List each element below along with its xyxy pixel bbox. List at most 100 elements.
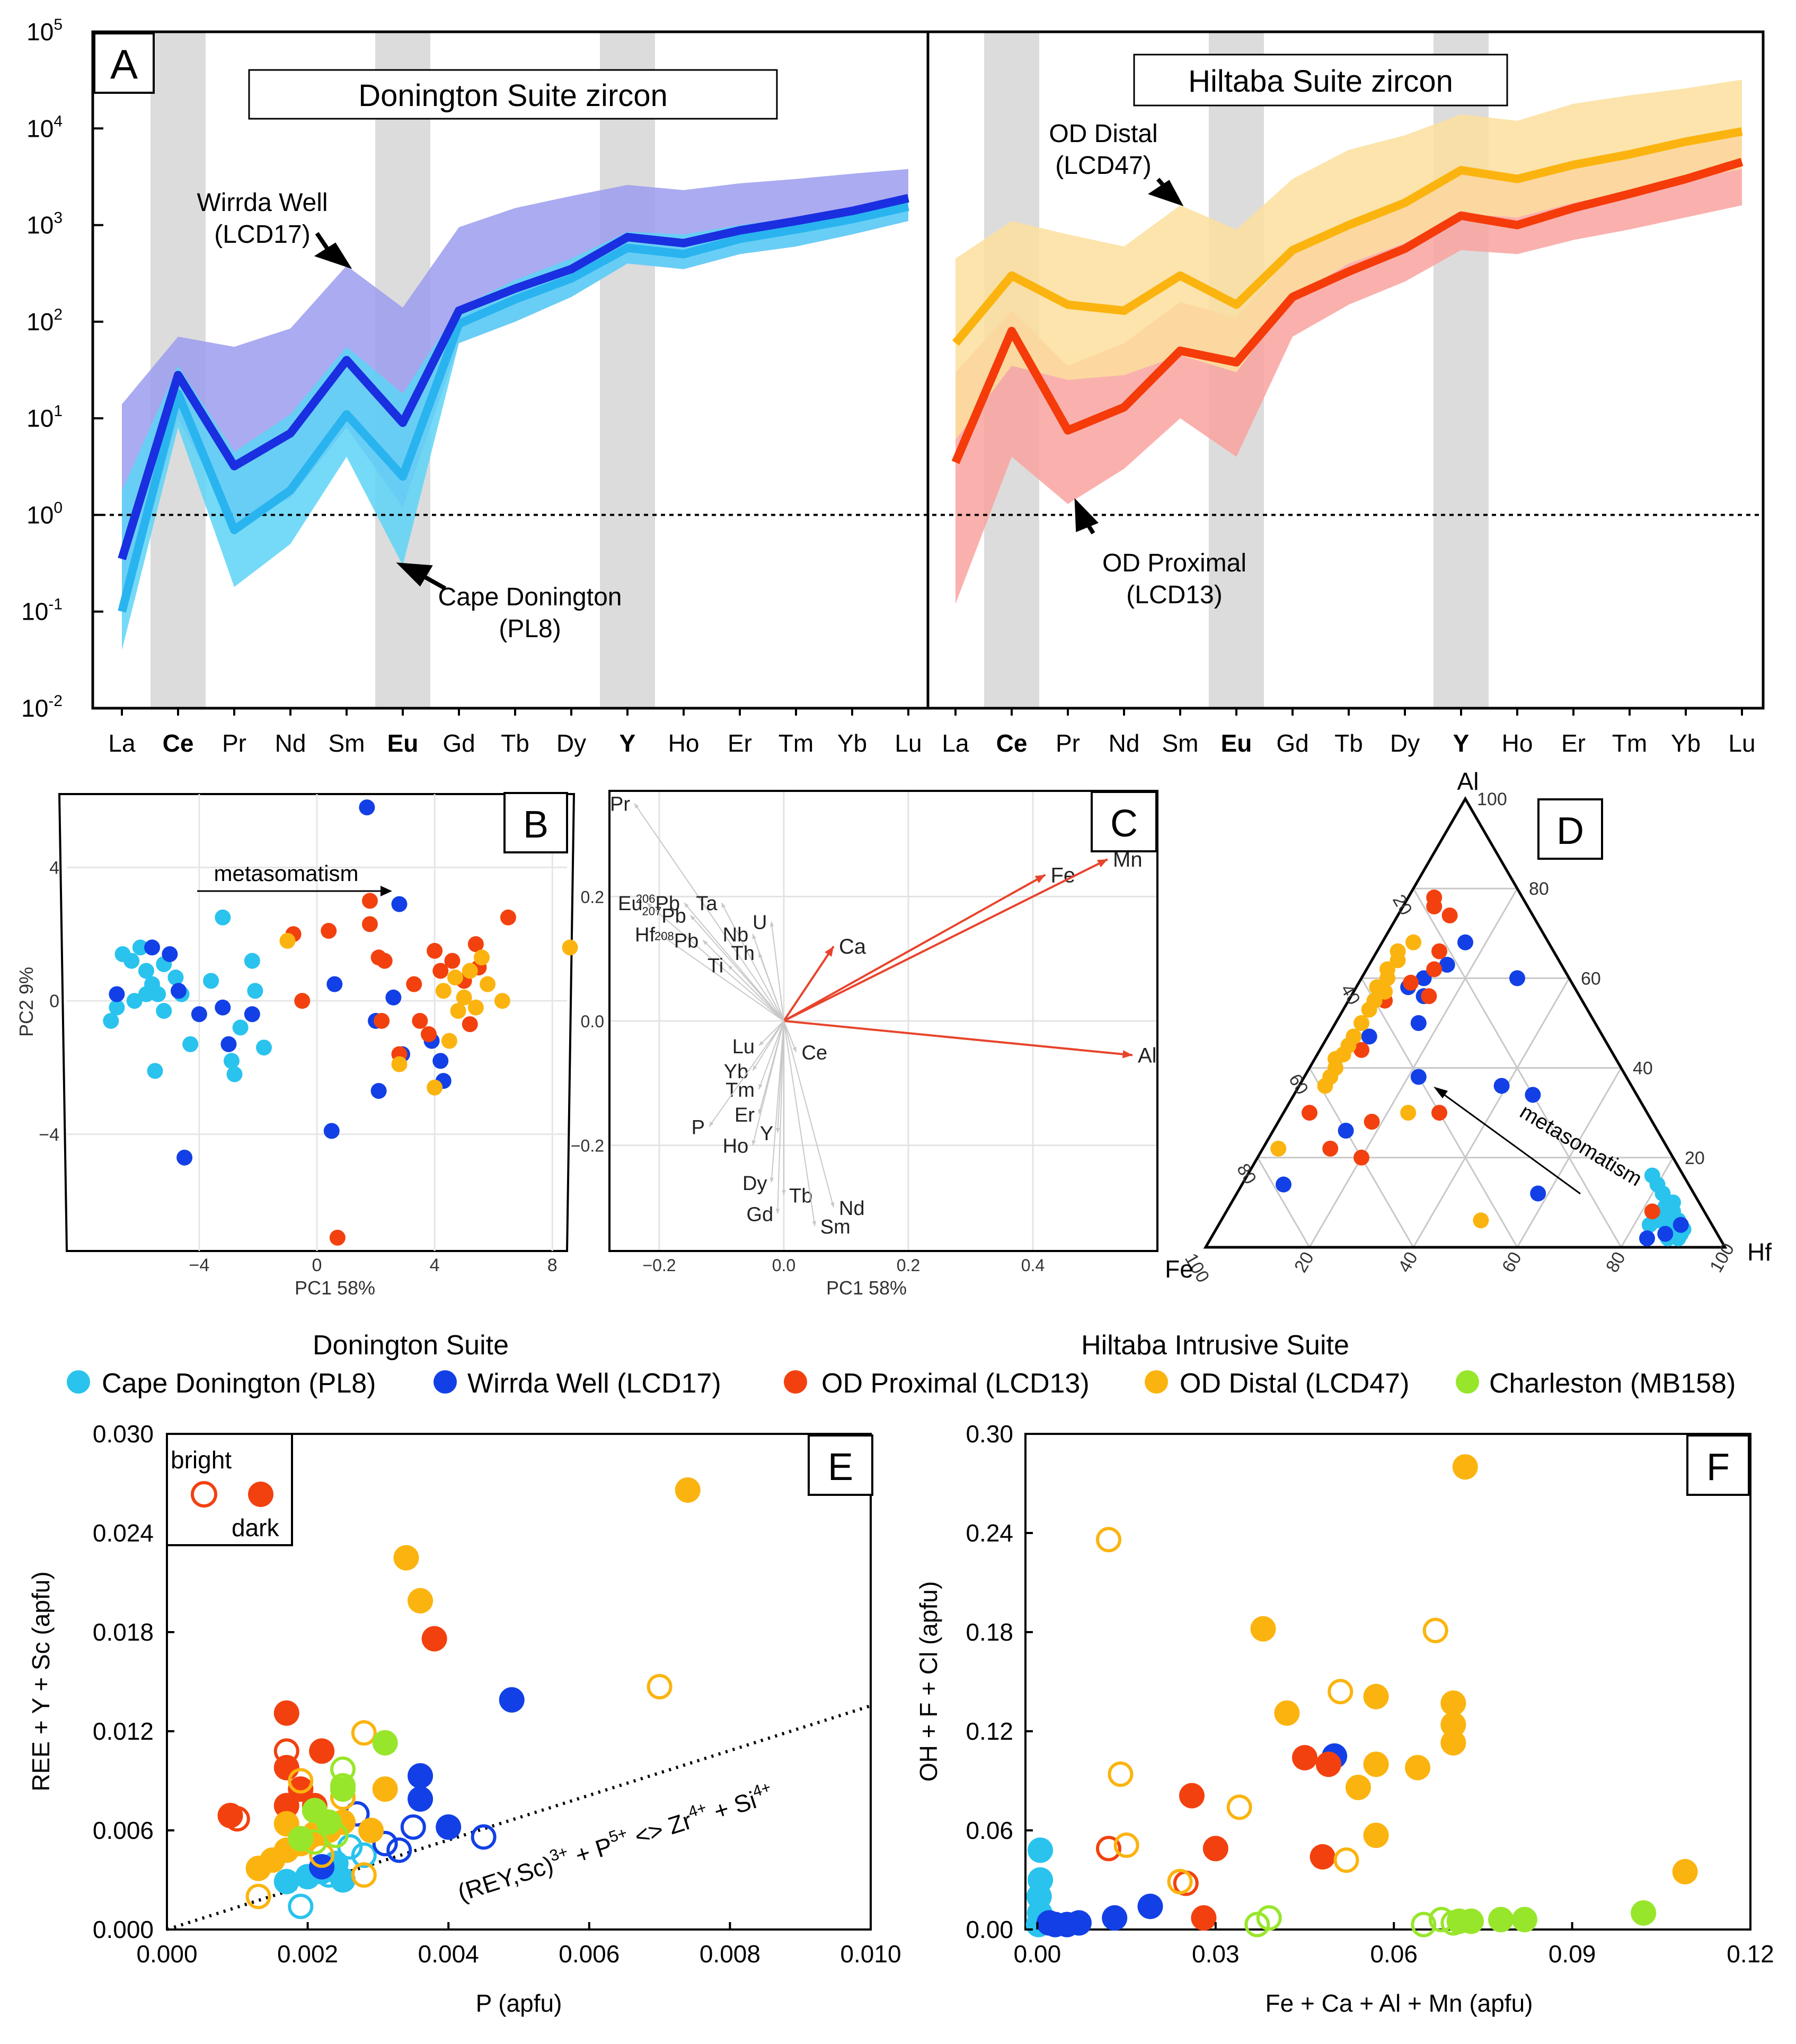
data-point bbox=[273, 1869, 299, 1895]
tick-label: 40 bbox=[1394, 1248, 1422, 1276]
x-tick-label: 0.008 bbox=[700, 1940, 760, 1968]
data-point bbox=[329, 1229, 346, 1246]
data-point bbox=[421, 1626, 447, 1652]
data-point bbox=[647, 1673, 673, 1699]
data-point bbox=[288, 1776, 314, 1802]
panel-letter: D bbox=[1556, 810, 1584, 852]
data-point bbox=[203, 973, 219, 989]
legend-marker bbox=[433, 1370, 457, 1394]
scatter-points bbox=[196, 1477, 701, 1919]
y-tick-label: 0.2 bbox=[581, 887, 604, 906]
data-point bbox=[374, 1012, 390, 1029]
loading-arrowhead bbox=[758, 1084, 763, 1090]
data-point bbox=[109, 986, 125, 1002]
x-tick-label: Sm bbox=[1162, 729, 1199, 757]
data-point bbox=[147, 1063, 163, 1079]
x-tick-label: 0.0 bbox=[772, 1256, 795, 1275]
tick-label: 100 bbox=[1477, 789, 1507, 809]
loading-vector bbox=[777, 1020, 784, 1214]
x-tick-label: 0.09 bbox=[1549, 1940, 1596, 1968]
data-point bbox=[330, 1773, 356, 1799]
loading-label: Sm bbox=[820, 1216, 851, 1238]
x-tick-label: 0.004 bbox=[418, 1940, 479, 1968]
range-bands bbox=[122, 80, 1742, 650]
data-point bbox=[351, 1862, 377, 1888]
tick-label: 80 bbox=[1602, 1248, 1630, 1276]
loading-vector bbox=[783, 858, 1108, 1022]
panel-letter-box bbox=[1686, 1434, 1750, 1496]
data-point bbox=[1641, 1217, 1658, 1233]
panel-b: −4 0 4 8 −4 0 4 metasomatism PC1 58% PC2 9% B bbox=[15, 792, 578, 1299]
median-line bbox=[118, 193, 909, 560]
axes: −4 0 4 8 −4 0 4 bbox=[39, 858, 557, 1275]
loading-vector bbox=[659, 933, 784, 1021]
loading-label: Fe bbox=[1051, 864, 1076, 887]
data-point bbox=[220, 1036, 237, 1052]
data-point bbox=[1422, 1617, 1448, 1643]
x-tick-label: 0.000 bbox=[136, 1940, 197, 1968]
x-tick-label: Gd bbox=[443, 729, 475, 757]
y-tick-label: 0.00 bbox=[966, 1916, 1013, 1943]
loading-label: Ho bbox=[723, 1135, 749, 1158]
panel-letter: C bbox=[1110, 803, 1138, 845]
median-line bbox=[951, 157, 1744, 464]
loading-arrowhead bbox=[1097, 859, 1108, 868]
tick-label: 20 bbox=[1290, 1248, 1318, 1276]
data-point bbox=[138, 986, 154, 1002]
loading-vector bbox=[758, 952, 784, 1021]
median-line bbox=[952, 127, 1743, 346]
data-point bbox=[467, 936, 484, 953]
loading-arrowhead bbox=[721, 903, 726, 909]
loading-vector bbox=[709, 1020, 784, 1127]
loading-arrowhead bbox=[753, 1065, 757, 1071]
annotation-line: OD Distal bbox=[1049, 120, 1157, 148]
x-axis-label: P (apfu) bbox=[476, 1989, 562, 2017]
data-point bbox=[288, 1826, 314, 1852]
data-point bbox=[1493, 1078, 1510, 1094]
data-point bbox=[1270, 1140, 1287, 1157]
tick-label: 20 bbox=[1685, 1148, 1705, 1168]
data-point bbox=[1274, 1700, 1300, 1726]
panel-letter: A bbox=[110, 41, 138, 87]
legend-dark-marker bbox=[248, 1482, 273, 1507]
ternary-frame bbox=[1203, 796, 1728, 1249]
x-tick-label: Eu bbox=[1221, 729, 1252, 757]
loading-label: Ca bbox=[839, 935, 866, 958]
data-point bbox=[444, 953, 461, 969]
legend-heading: Hiltaba Intrusive Suite bbox=[1081, 1330, 1349, 1361]
loading-label: P bbox=[692, 1116, 705, 1139]
data-point bbox=[1364, 1114, 1380, 1130]
tick-label: 40 bbox=[1337, 981, 1364, 1008]
data-point bbox=[1400, 1105, 1417, 1121]
data-point bbox=[675, 1477, 701, 1503]
y-tick-label: 0.000 bbox=[93, 1916, 154, 1943]
x-tick-label: −0.2 bbox=[642, 1256, 676, 1275]
data-point bbox=[1250, 1616, 1276, 1642]
data-point bbox=[279, 932, 296, 949]
loading-label: 206Pb bbox=[636, 892, 680, 915]
data-point bbox=[1405, 1755, 1431, 1781]
loading-vector bbox=[758, 1020, 784, 1046]
panel-letter-box bbox=[503, 792, 568, 853]
panel-letter-box bbox=[1091, 791, 1157, 852]
loading-vector bbox=[783, 874, 1046, 1022]
data-point bbox=[408, 1588, 433, 1614]
tick-label: 80 bbox=[1529, 879, 1549, 899]
loading-vector bbox=[727, 964, 784, 1021]
loading-arrowhead bbox=[1122, 1050, 1133, 1059]
subpanel-title: Donington Suite zircon bbox=[358, 78, 668, 113]
y-tick-label: 0.0 bbox=[581, 1012, 604, 1031]
loading-arrowhead bbox=[769, 921, 774, 927]
loading-arrowhead bbox=[782, 1190, 786, 1195]
data-point bbox=[406, 976, 422, 992]
annotation-line: OD Proximal bbox=[1102, 549, 1246, 577]
data-point bbox=[1440, 1730, 1466, 1756]
panel-b-frame bbox=[58, 793, 576, 1252]
x-tick-label: 0.2 bbox=[897, 1256, 920, 1275]
loading-vector bbox=[752, 1020, 784, 1146]
x-tick-label: La bbox=[108, 729, 136, 757]
highlight-band bbox=[600, 32, 655, 708]
data-point bbox=[467, 999, 484, 1016]
data-point bbox=[1256, 1905, 1282, 1931]
data-point bbox=[288, 1768, 314, 1794]
